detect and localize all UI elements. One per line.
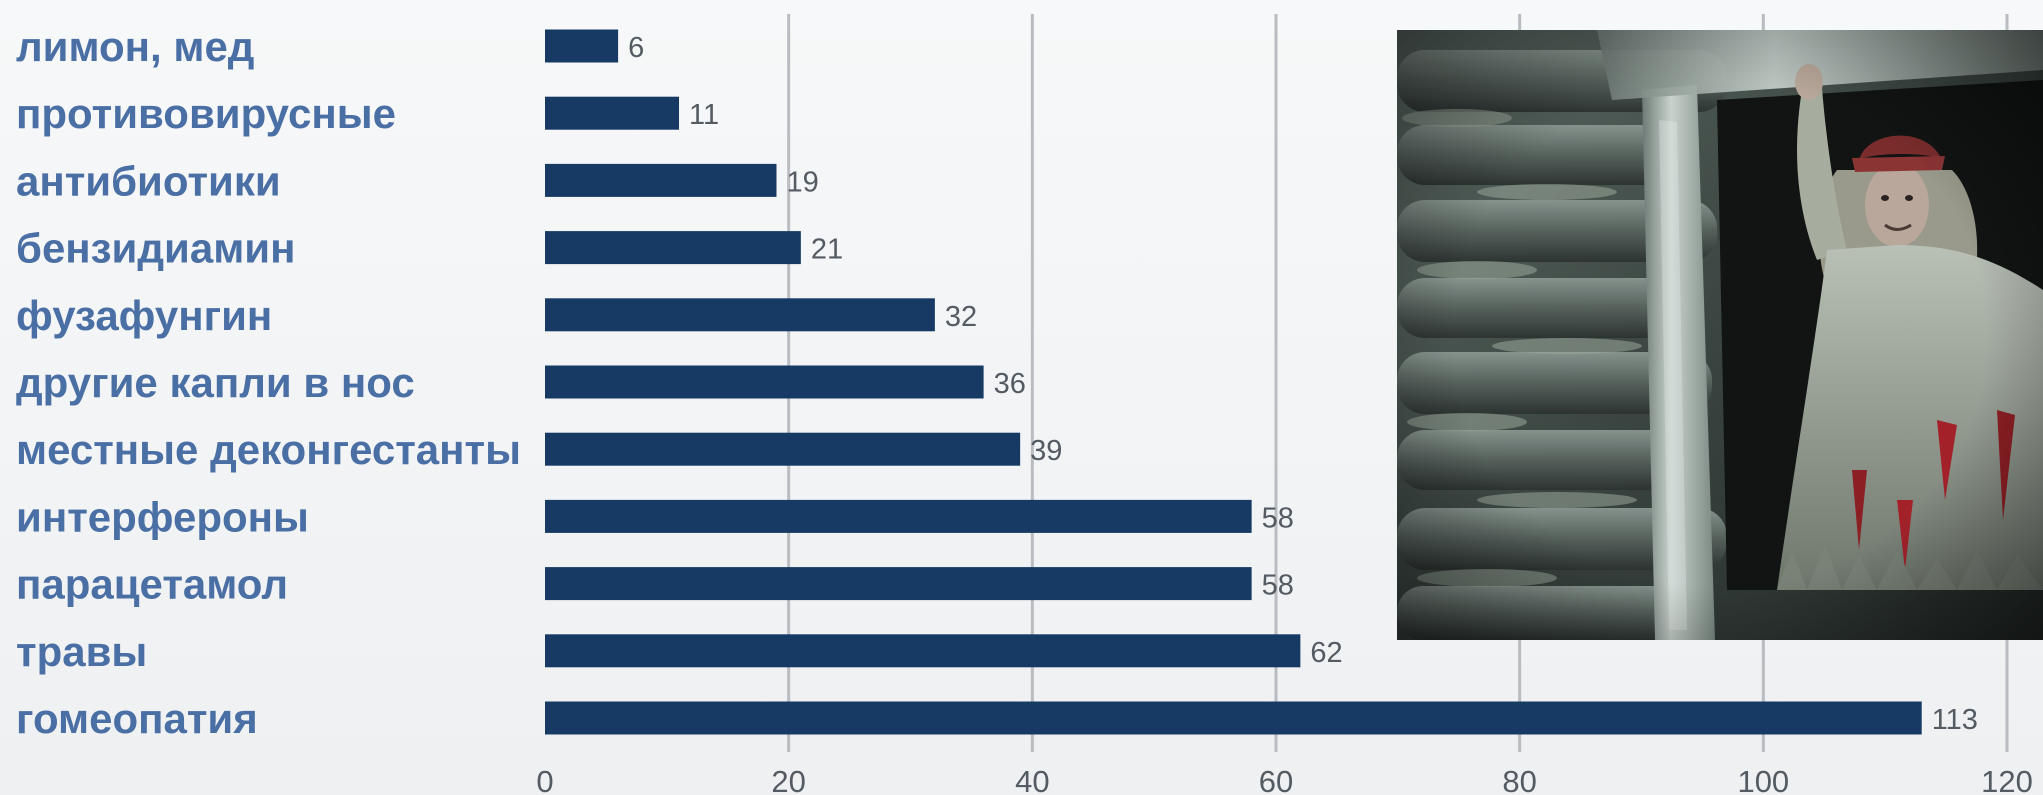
category-label: местные деконгестанты xyxy=(16,426,521,473)
x-tick-label: 80 xyxy=(1502,764,1536,795)
value-label: 58 xyxy=(1262,570,1294,602)
category-label: травы xyxy=(16,628,147,675)
bar xyxy=(545,298,935,332)
x-tick-label: 100 xyxy=(1737,764,1789,795)
category-label: гомеопатия xyxy=(16,695,258,742)
bar xyxy=(545,567,1252,601)
x-axis-tick-labels: 0 20 40 60 80 100 120 xyxy=(536,764,2032,795)
value-label: 6 xyxy=(628,32,644,64)
x-tick-label: 0 xyxy=(536,764,553,795)
witch-photo-icon xyxy=(1397,30,2043,640)
x-tick-label: 120 xyxy=(1981,764,2033,795)
category-labels: лимон, мед противовирусные антибиотики бенз… xyxy=(16,23,521,742)
bar xyxy=(545,231,801,265)
value-label: 11 xyxy=(689,99,719,131)
category-label: интерфероны xyxy=(16,493,309,540)
value-label: 32 xyxy=(945,301,977,333)
bar xyxy=(545,96,680,130)
bar xyxy=(545,365,984,399)
category-label: фузафунгин xyxy=(16,292,272,339)
bar xyxy=(545,499,1252,533)
category-label: противовирусные xyxy=(16,90,396,137)
bars xyxy=(545,29,1922,735)
category-label: антибиотики xyxy=(16,157,281,204)
value-label: 21 xyxy=(811,234,843,266)
bar xyxy=(545,29,619,63)
value-label: 113 xyxy=(1932,704,1978,736)
x-tick-label: 40 xyxy=(1015,764,1049,795)
x-tick-label: 20 xyxy=(771,764,805,795)
category-label: другие капли в нос xyxy=(16,359,415,406)
value-label: 19 xyxy=(786,166,818,198)
category-label: парацетамол xyxy=(16,561,288,608)
bar xyxy=(545,163,777,197)
category-label: лимон, мед xyxy=(16,23,254,70)
value-label: 58 xyxy=(1262,502,1294,534)
value-labels: 6 11 19 21 32 36 39 58 58 62 113 xyxy=(628,32,1978,736)
bar xyxy=(545,701,1922,735)
value-label: 39 xyxy=(1030,435,1062,467)
witch-photo xyxy=(1397,30,2043,640)
value-label: 36 xyxy=(994,368,1026,400)
category-label: бензидиамин xyxy=(16,225,295,272)
bar xyxy=(545,432,1021,466)
value-label: 62 xyxy=(1310,637,1342,669)
bar xyxy=(545,634,1301,668)
x-tick-label: 60 xyxy=(1259,764,1293,795)
